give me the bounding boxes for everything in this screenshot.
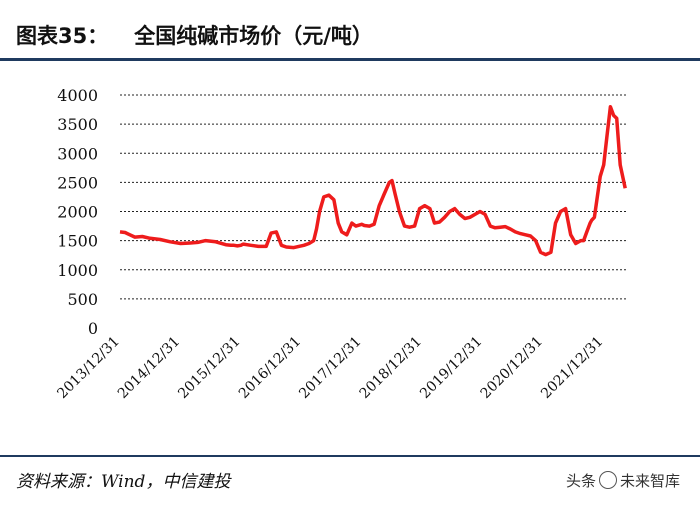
watermark-logo-icon [598,471,617,489]
x-tick-label: 2020/12/31 [478,334,546,402]
y-tick-label: 2000 [57,203,98,222]
price-series-line [119,104,627,257]
y-tick-label: 3500 [57,115,98,134]
bottom-rule [0,455,700,457]
x-tick-label: 2018/12/31 [357,334,425,402]
y-tick-label: 500 [67,290,98,309]
x-tick-label: 2015/12/31 [175,334,243,402]
x-axis-ticks: 2013/12/312014/12/312015/12/312016/12/31… [54,334,606,402]
gridlines [120,94,626,300]
x-tick-label: 2014/12/31 [115,334,183,402]
y-tick-label: 1000 [57,261,98,280]
top-rule [0,58,700,61]
figure-number: 图表35： [16,24,109,48]
watermark-prefix: 头条 [565,472,596,490]
x-tick-label: 2017/12/31 [296,334,364,402]
y-tick-label: 1500 [57,232,98,251]
x-tick-label: 2021/12/31 [538,334,606,402]
y-tick-label: 2500 [57,173,98,192]
y-axis-ticks: 0 500 1000 1500 2000 2500 3000 3500 4000 [57,86,98,338]
line-chart: 0 500 1000 1500 2000 2500 3000 3500 4000 2013/12… [54,86,627,402]
watermark-name: 未来智库 [619,472,680,490]
figure-title: 图表35： 全国纯碱市场价（元/吨） [16,20,373,50]
chart-title: 全国纯碱市场价（元/吨） [134,24,373,48]
x-tick-label: 2013/12/31 [54,334,122,402]
y-tick-label: 4000 [57,86,98,105]
y-tick-label: 0 [88,319,98,338]
source-note: 资料来源：Wind，中信建投 [16,472,231,492]
x-tick-label: 2019/12/31 [417,334,485,402]
y-tick-label: 3000 [57,144,98,163]
x-tick-label: 2016/12/31 [236,334,304,402]
watermark: 头条 未来智库 [566,470,680,491]
